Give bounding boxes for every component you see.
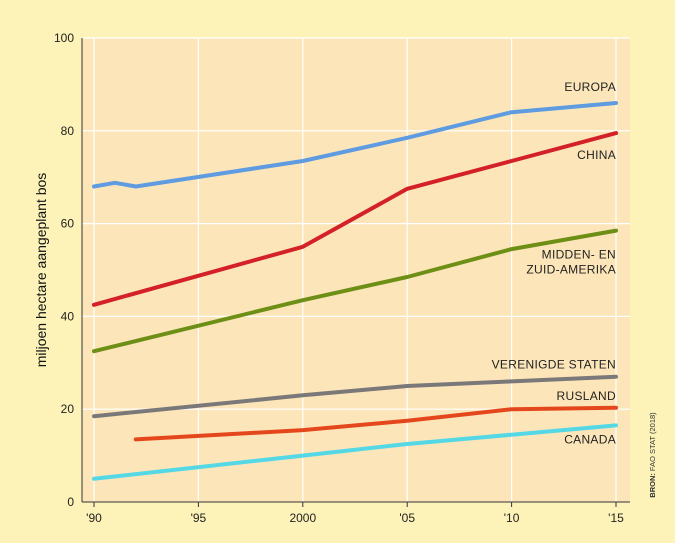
y-tick-label: 80 bbox=[61, 124, 75, 138]
x-tick-label: '10 bbox=[504, 511, 520, 525]
series-lines bbox=[92, 101, 618, 481]
axis-ticks: 0 20 40 60 80 100 '90 '95 2000 '05 '10 '15 bbox=[54, 31, 624, 525]
series-label-0: EUROPA bbox=[564, 80, 616, 94]
series-label-4: RUSLAND bbox=[557, 389, 616, 403]
series-line-0 bbox=[92, 101, 618, 189]
y-tick-label: 40 bbox=[61, 309, 75, 323]
x-tick-label: '90 bbox=[86, 511, 102, 525]
source-note: BRON: FAO STAT (2018) bbox=[648, 412, 657, 498]
y-tick-label: 20 bbox=[61, 402, 75, 416]
y-tick-label: 0 bbox=[67, 495, 74, 509]
series-line-2 bbox=[92, 228, 618, 354]
y-tick-label: 60 bbox=[61, 217, 75, 231]
series-line-1 bbox=[92, 131, 618, 307]
y-tick-label: 100 bbox=[54, 31, 74, 45]
x-tick-label: '15 bbox=[608, 511, 624, 525]
source-prefix: BRON: bbox=[648, 473, 657, 498]
x-tick-label: '05 bbox=[399, 511, 415, 525]
series-line-3 bbox=[92, 374, 618, 419]
x-tick-label: '95 bbox=[191, 511, 207, 525]
source-text: FAO STAT (2018) bbox=[648, 412, 657, 471]
series-label-3: VERENIGDE STATEN bbox=[492, 358, 616, 372]
series-label-5: CANADA bbox=[564, 432, 616, 446]
y-axis-label: miljoen hectare aangeplant bos bbox=[33, 173, 49, 368]
series-label-1: CHINA bbox=[577, 148, 616, 162]
series-label-2: MIDDEN- EN ZUID-AMERIKA bbox=[526, 248, 616, 277]
grid-lines bbox=[82, 37, 630, 502]
x-tick-label: 2000 bbox=[289, 511, 316, 525]
series-labels: EUROPA CHINA MIDDEN- EN ZUID-AMERIKA VERENIG… bbox=[492, 80, 616, 446]
series-line-5 bbox=[92, 423, 618, 481]
series-line-4 bbox=[133, 405, 618, 442]
